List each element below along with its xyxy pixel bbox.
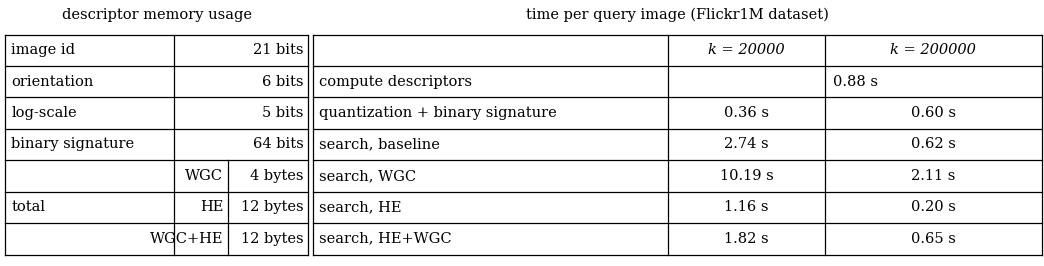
Text: 21 bits: 21 bits (254, 43, 304, 57)
Text: binary signature: binary signature (11, 138, 135, 151)
Text: total: total (11, 200, 46, 214)
Text: k = 200000: k = 200000 (891, 43, 976, 57)
Text: search, WGC: search, WGC (319, 169, 417, 183)
Text: HE: HE (200, 200, 223, 214)
Text: time per query image (Flickr1M dataset): time per query image (Flickr1M dataset) (526, 7, 829, 22)
Text: 0.60 s: 0.60 s (910, 106, 956, 120)
Text: search, HE: search, HE (319, 200, 402, 214)
Text: quantization + binary signature: quantization + binary signature (319, 106, 557, 120)
Text: WGC+HE: WGC+HE (150, 232, 223, 246)
Text: 2.74 s: 2.74 s (725, 138, 768, 151)
Text: WGC: WGC (186, 169, 223, 183)
Text: 0.36 s: 0.36 s (723, 106, 769, 120)
Text: 0.20 s: 0.20 s (911, 200, 955, 214)
Text: search, HE+WGC: search, HE+WGC (319, 232, 452, 246)
Text: 12 bytes: 12 bytes (241, 200, 304, 214)
Text: 10.19 s: 10.19 s (719, 169, 774, 183)
Text: 12 bytes: 12 bytes (241, 232, 304, 246)
Text: 6 bits: 6 bits (262, 75, 304, 89)
Text: 0.62 s: 0.62 s (911, 138, 955, 151)
Text: compute descriptors: compute descriptors (319, 75, 473, 89)
Text: 2.11 s: 2.11 s (911, 169, 955, 183)
Text: descriptor memory usage: descriptor memory usage (62, 8, 252, 22)
Text: 64 bits: 64 bits (253, 138, 304, 151)
Text: 4 bytes: 4 bytes (251, 169, 304, 183)
Text: 1.16 s: 1.16 s (725, 200, 768, 214)
Text: log-scale: log-scale (11, 106, 77, 120)
Text: 0.88 s: 0.88 s (832, 75, 878, 89)
Text: 5 bits: 5 bits (262, 106, 304, 120)
Text: orientation: orientation (11, 75, 94, 89)
Text: 1.82 s: 1.82 s (725, 232, 768, 246)
Text: k = 20000: k = 20000 (708, 43, 785, 57)
Text: search, baseline: search, baseline (319, 138, 441, 151)
Text: image id: image id (11, 43, 75, 57)
Text: 0.65 s: 0.65 s (911, 232, 955, 246)
